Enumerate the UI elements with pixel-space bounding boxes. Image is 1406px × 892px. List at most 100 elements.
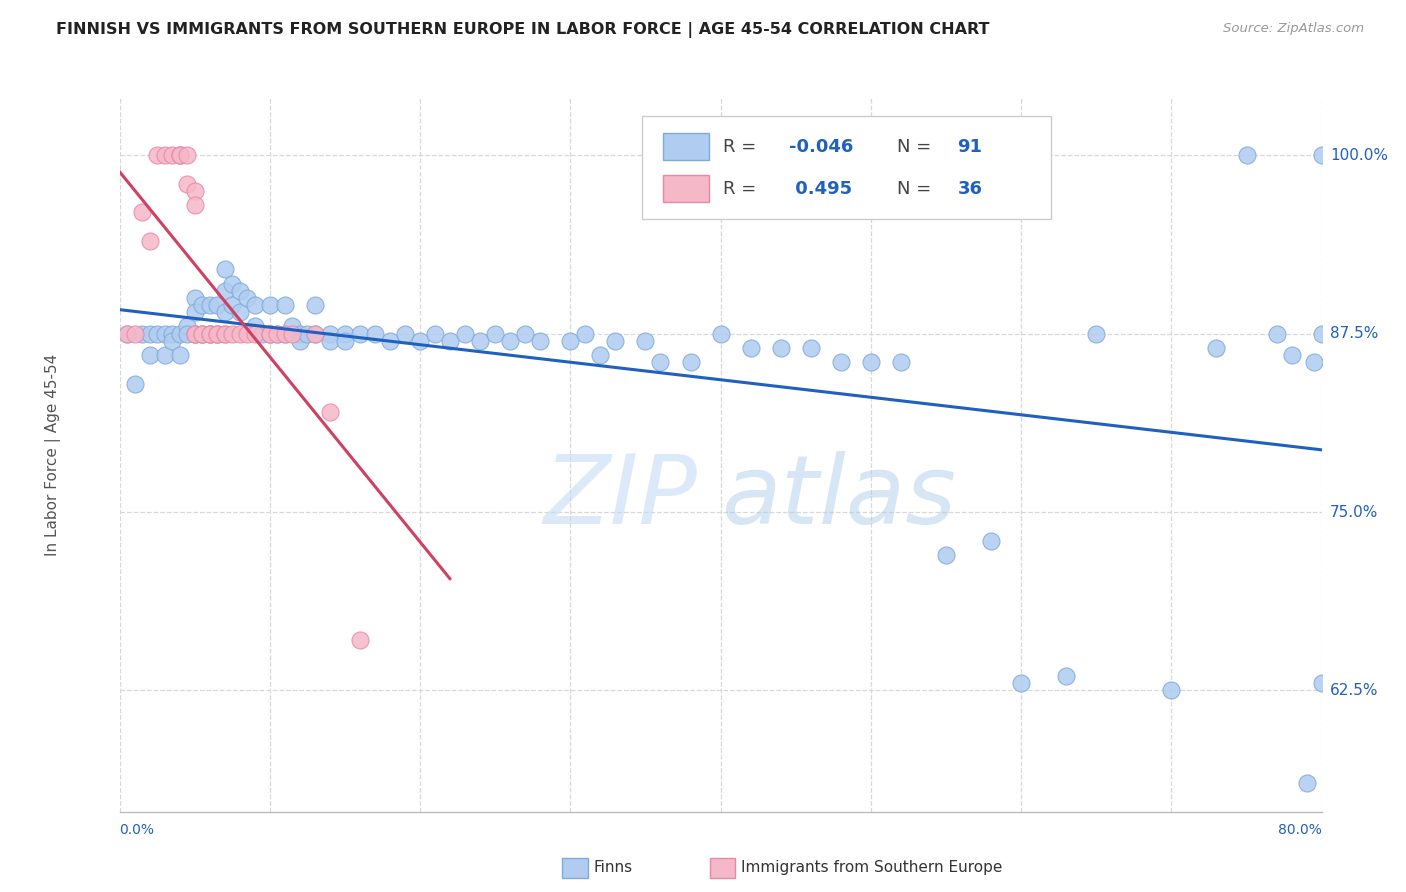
Point: [160, 334, 183, 348]
Point: [198, 326, 221, 341]
Point: [205, 298, 228, 312]
Point: [176, 177, 198, 191]
Point: [349, 326, 371, 341]
Point: [153, 148, 176, 162]
Point: [243, 298, 266, 312]
Point: [468, 334, 492, 348]
Point: [304, 298, 326, 312]
Point: [423, 326, 446, 341]
Point: [529, 334, 551, 348]
Point: [859, 355, 882, 369]
Point: [236, 291, 259, 305]
Point: [243, 326, 266, 341]
Point: [297, 326, 319, 341]
Point: [439, 334, 461, 348]
Text: N =: N =: [897, 137, 938, 155]
Point: [153, 348, 176, 362]
Point: [228, 305, 252, 319]
Point: [394, 326, 416, 341]
Point: [169, 148, 191, 162]
Text: 0.0%: 0.0%: [120, 823, 155, 837]
Point: [191, 326, 214, 341]
Point: [1085, 326, 1108, 341]
Point: [214, 284, 236, 298]
Point: [515, 326, 537, 341]
Point: [214, 326, 236, 341]
Point: [679, 355, 702, 369]
Point: [1295, 776, 1317, 790]
Point: [115, 326, 138, 341]
Point: [1010, 676, 1032, 690]
Point: [198, 326, 221, 341]
Point: [138, 326, 160, 341]
Text: Finns: Finns: [593, 860, 633, 874]
Point: [259, 326, 281, 341]
Point: [153, 326, 176, 341]
Point: [364, 326, 387, 341]
Text: 62.5%: 62.5%: [1330, 683, 1378, 698]
Point: [1310, 326, 1333, 341]
Point: [183, 326, 205, 341]
Point: [709, 326, 731, 341]
Text: Source: ZipAtlas.com: Source: ZipAtlas.com: [1223, 22, 1364, 36]
Point: [589, 348, 612, 362]
Point: [890, 355, 912, 369]
Text: R =: R =: [723, 137, 762, 155]
Point: [266, 326, 288, 341]
Point: [169, 148, 191, 162]
Point: [214, 262, 236, 277]
Point: [1281, 348, 1303, 362]
Point: [1310, 148, 1333, 162]
Point: [1265, 326, 1288, 341]
Text: -0.046: -0.046: [789, 137, 853, 155]
Point: [214, 305, 236, 319]
Point: [499, 334, 522, 348]
Point: [319, 326, 342, 341]
Text: R =: R =: [723, 180, 762, 198]
Point: [274, 326, 297, 341]
Point: [131, 205, 153, 219]
Point: [183, 184, 205, 198]
Point: [259, 298, 281, 312]
Point: [138, 348, 160, 362]
Point: [830, 355, 852, 369]
Point: [124, 326, 146, 341]
Point: [198, 326, 221, 341]
FancyBboxPatch shape: [662, 176, 709, 202]
Point: [484, 326, 506, 341]
Text: atlas: atlas: [720, 451, 956, 544]
Point: [236, 326, 259, 341]
Text: 80.0%: 80.0%: [1278, 823, 1322, 837]
Point: [1310, 676, 1333, 690]
Point: [138, 234, 160, 248]
Point: [319, 334, 342, 348]
Point: [634, 334, 657, 348]
Point: [131, 326, 153, 341]
Point: [266, 326, 288, 341]
Point: [935, 548, 957, 562]
Point: [169, 326, 191, 341]
Point: [183, 198, 205, 212]
Text: In Labor Force | Age 45-54: In Labor Force | Age 45-54: [45, 354, 62, 556]
Point: [228, 326, 252, 341]
Point: [274, 326, 297, 341]
Point: [454, 326, 477, 341]
Point: [243, 319, 266, 334]
Point: [183, 326, 205, 341]
Point: [221, 326, 243, 341]
Point: [740, 341, 762, 355]
Point: [146, 148, 169, 162]
Point: [160, 326, 183, 341]
Point: [176, 148, 198, 162]
Point: [800, 341, 823, 355]
Point: [183, 291, 205, 305]
Text: FINNISH VS IMMIGRANTS FROM SOUTHERN EUROPE IN LABOR FORCE | AGE 45-54 CORRELATIO: FINNISH VS IMMIGRANTS FROM SOUTHERN EURO…: [56, 22, 990, 38]
Point: [304, 326, 326, 341]
Text: 91: 91: [957, 137, 983, 155]
Point: [183, 326, 205, 341]
Point: [378, 334, 401, 348]
FancyBboxPatch shape: [662, 133, 709, 160]
Point: [1236, 148, 1258, 162]
Point: [228, 284, 252, 298]
Point: [198, 298, 221, 312]
